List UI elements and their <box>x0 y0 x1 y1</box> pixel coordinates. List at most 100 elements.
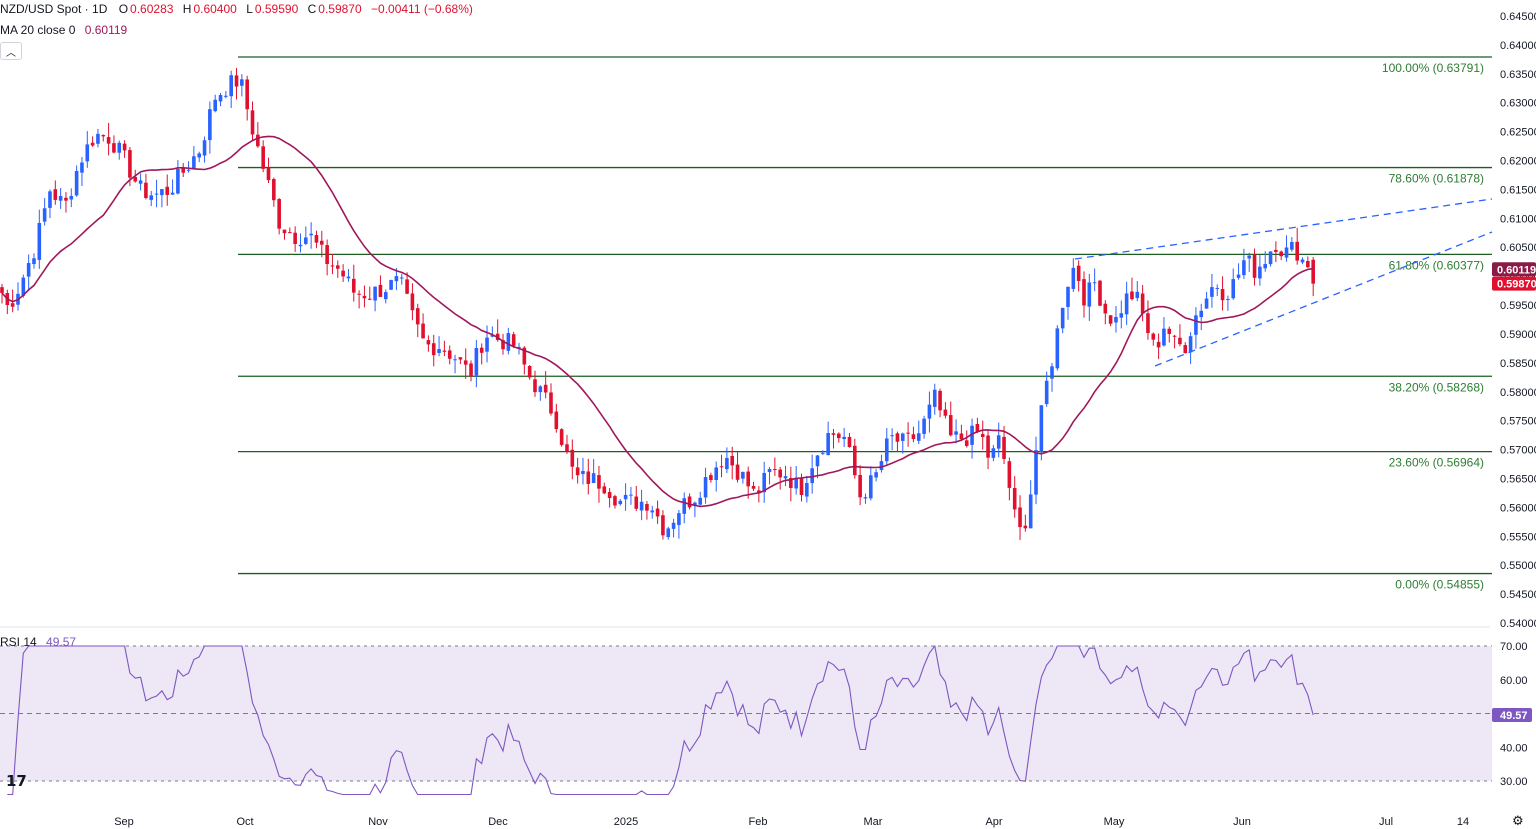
candle-body <box>1306 260 1310 268</box>
rsi-line <box>7 644 1314 796</box>
candle-body <box>543 384 548 393</box>
last-price-badge <box>1492 276 1536 291</box>
rsi-legend[interactable]: RSI 14 49.57 <box>0 635 78 649</box>
candle-body <box>357 293 361 295</box>
candle-body <box>1071 267 1076 289</box>
candle-body <box>272 179 276 201</box>
candle-body <box>1204 298 1209 309</box>
time-tick-label: Jun <box>1233 816 1251 828</box>
candle-body <box>101 135 106 137</box>
candle-body <box>1167 328 1172 334</box>
candle-body <box>762 472 766 493</box>
low-value: 0.59590 <box>254 2 299 16</box>
candle-body <box>325 245 329 264</box>
candle-body <box>314 235 319 243</box>
price-tick-label: 0.63500 <box>1500 69 1536 81</box>
candle-body <box>32 258 36 265</box>
candle-body <box>0 287 4 293</box>
gear-icon[interactable]: ⚙ <box>1512 813 1524 828</box>
candle-body <box>399 277 404 279</box>
candle-body <box>575 467 580 476</box>
candle-body <box>773 469 777 471</box>
candle-body <box>799 477 804 496</box>
candle-body <box>938 390 942 411</box>
candle-body <box>975 423 980 433</box>
candle-body <box>730 455 735 466</box>
candle-body <box>629 494 633 496</box>
price-tick-label: 0.62500 <box>1500 127 1536 139</box>
candle-body <box>1007 461 1012 488</box>
candle-body <box>805 482 809 497</box>
candle-body <box>757 490 761 494</box>
candle-body <box>586 471 591 484</box>
candle-body <box>1263 264 1268 269</box>
candle-body <box>197 153 202 158</box>
candle-body <box>677 513 681 526</box>
candle-body <box>1146 313 1150 334</box>
candle-body <box>506 333 511 351</box>
candle-body <box>1018 507 1022 528</box>
candle-body <box>165 186 170 195</box>
candle-body <box>1226 299 1230 301</box>
candle-body <box>900 433 905 441</box>
candle-body <box>58 196 63 201</box>
candle-body <box>1140 293 1145 314</box>
candle-body <box>1220 289 1225 301</box>
candle-body <box>1103 303 1108 314</box>
candle-body <box>980 433 985 438</box>
candle-body <box>837 433 841 439</box>
price-pane[interactable]: 100.00% (0.63791) 78.60% (0.61878) 61.80% … <box>0 56 1493 592</box>
candle-body <box>922 418 926 434</box>
candle-body <box>1135 291 1140 299</box>
candle-body <box>719 466 724 468</box>
close-label: C <box>307 2 317 16</box>
candle-body <box>847 436 852 448</box>
candle-body <box>943 409 948 416</box>
candle-body <box>671 522 676 529</box>
rsi-value: 49.57 <box>46 635 77 649</box>
candle-body <box>879 461 884 471</box>
candle-body <box>490 335 495 337</box>
fib-level-label: 38.20% (0.58268) <box>1389 380 1484 394</box>
collapse-legend-button[interactable]: ︿ <box>0 42 22 60</box>
candle-body <box>895 433 900 442</box>
candle-body <box>826 433 830 456</box>
candle-body <box>351 278 356 293</box>
candle-body <box>362 295 367 299</box>
candle-body <box>741 471 745 479</box>
price-tick-label: 0.58500 <box>1500 358 1536 370</box>
candle-body <box>549 392 553 414</box>
price-tick-label: 0.64500 <box>1500 11 1536 23</box>
fib-level-label: 0.00% (0.54855) <box>1395 578 1484 592</box>
candle-body <box>266 167 271 181</box>
candle-body <box>309 233 313 236</box>
candle-body <box>767 469 772 473</box>
candle-body <box>1060 307 1065 329</box>
candle-body <box>74 170 79 196</box>
candle-body <box>261 146 265 169</box>
price-tick-label: 0.64000 <box>1500 40 1536 52</box>
candle-body <box>602 486 607 494</box>
price-tick-label: 0.55500 <box>1500 531 1536 543</box>
candle-body <box>874 472 878 478</box>
candle-body <box>405 279 409 294</box>
ma-legend[interactable]: MA 20 close 0 0.60119 <box>0 23 129 37</box>
candle-body <box>501 340 505 350</box>
time-tick-label: Oct <box>236 816 253 828</box>
candle-body <box>341 270 345 277</box>
candle-body <box>320 240 324 245</box>
rsi-pane[interactable] <box>0 644 1492 796</box>
candle-body <box>751 485 756 489</box>
symbol-title[interactable]: NZD/USD Spot · 1D <box>0 2 108 16</box>
tradingview-logo-icon[interactable]: 17 <box>6 772 27 790</box>
candle-body <box>367 298 372 300</box>
candle-body <box>1295 241 1299 261</box>
candle-body <box>794 477 798 489</box>
chevron-up-icon: ︿ <box>6 47 16 59</box>
candle-body <box>970 425 974 445</box>
candle-body <box>442 350 447 352</box>
candle-body <box>1279 251 1283 257</box>
candle-body <box>1012 487 1017 510</box>
candle-body <box>479 347 484 353</box>
